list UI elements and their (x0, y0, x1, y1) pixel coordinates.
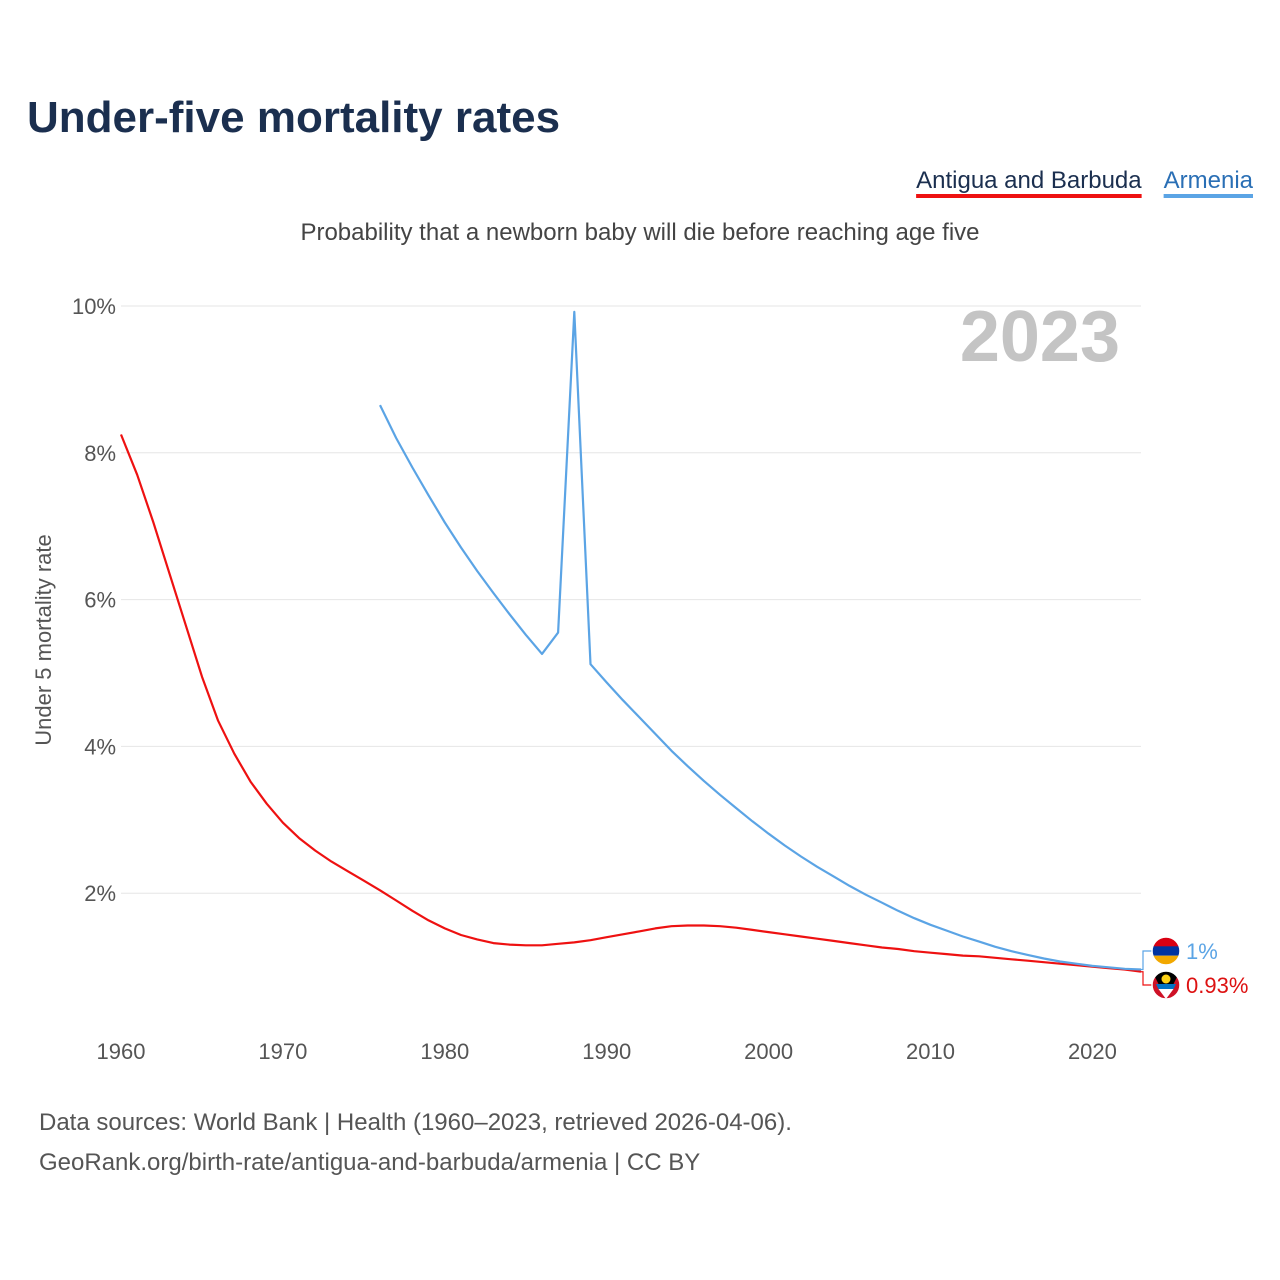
flag-red-band (1152, 937, 1180, 947)
y-tick-label: 8% (84, 441, 116, 466)
y-tick-label: 6% (84, 588, 116, 613)
flag-sun (1161, 974, 1171, 984)
y-tick-label: 4% (84, 734, 116, 759)
end-label-value: 1% (1186, 939, 1218, 964)
x-tick-label: 2010 (906, 1039, 955, 1064)
series-lines (119, 310, 1142, 973)
flag-border (1151, 970, 1181, 1000)
series-line-armenia (379, 310, 1142, 971)
source-line-2: GeoRank.org/birth-rate/antigua-and-barbu… (39, 1149, 700, 1176)
legend-swatch (916, 194, 1142, 198)
series-line-antigua-and-barbuda (119, 434, 1142, 973)
x-tick-label: 1970 (258, 1039, 307, 1064)
flag-white-band (1158, 989, 1174, 999)
flag-body (1152, 971, 1180, 999)
x-axis: 1960 1970 1980 1990 2000 2010 2020 (97, 1039, 1117, 1064)
armenia-flag-icon (1151, 936, 1181, 966)
antigua-and-barbuda-flag-icon (1151, 970, 1181, 1000)
flag-body (1152, 937, 1180, 965)
source-line-1: Data sources: World Bank | Health (1960–… (39, 1109, 792, 1136)
chart-subtitle: Probability that a newborn baby will die… (300, 219, 979, 246)
chart-title: Under-five mortality rates (27, 93, 560, 142)
end-label-connector (1141, 971, 1152, 986)
y-tick-label: 10% (72, 294, 116, 319)
end-label-connector (1141, 950, 1152, 971)
legend-swatch (1163, 194, 1253, 198)
end-labels: 0.93% 1% (1141, 936, 1248, 1000)
flag-border (1151, 936, 1181, 966)
x-tick-label: 2020 (1068, 1039, 1117, 1064)
flag-blue-band (1152, 946, 1180, 956)
flag-blue-band (1156, 984, 1176, 989)
flag-orange-band (1152, 955, 1180, 965)
x-tick-label: 1980 (420, 1039, 469, 1064)
end-label-value: 0.93% (1186, 973, 1248, 998)
legend-item-antigua-and-barbuda[interactable]: Antigua and Barbuda (916, 167, 1142, 194)
year-watermark: 2023 (960, 297, 1120, 377)
x-tick-label: 1990 (582, 1039, 631, 1064)
legend-item-armenia[interactable]: Armenia (1164, 167, 1254, 194)
x-tick-label: 1960 (97, 1039, 146, 1064)
y-axis-label: Under 5 mortality rate (31, 534, 56, 746)
legend: Armenia Antigua and Barbuda (916, 167, 1254, 198)
x-tick-label: 2000 (744, 1039, 793, 1064)
grid (121, 305, 1141, 894)
y-tick-label: 2% (84, 881, 116, 906)
y-axis: 2% 4% 6% 8% 10% (72, 294, 116, 906)
